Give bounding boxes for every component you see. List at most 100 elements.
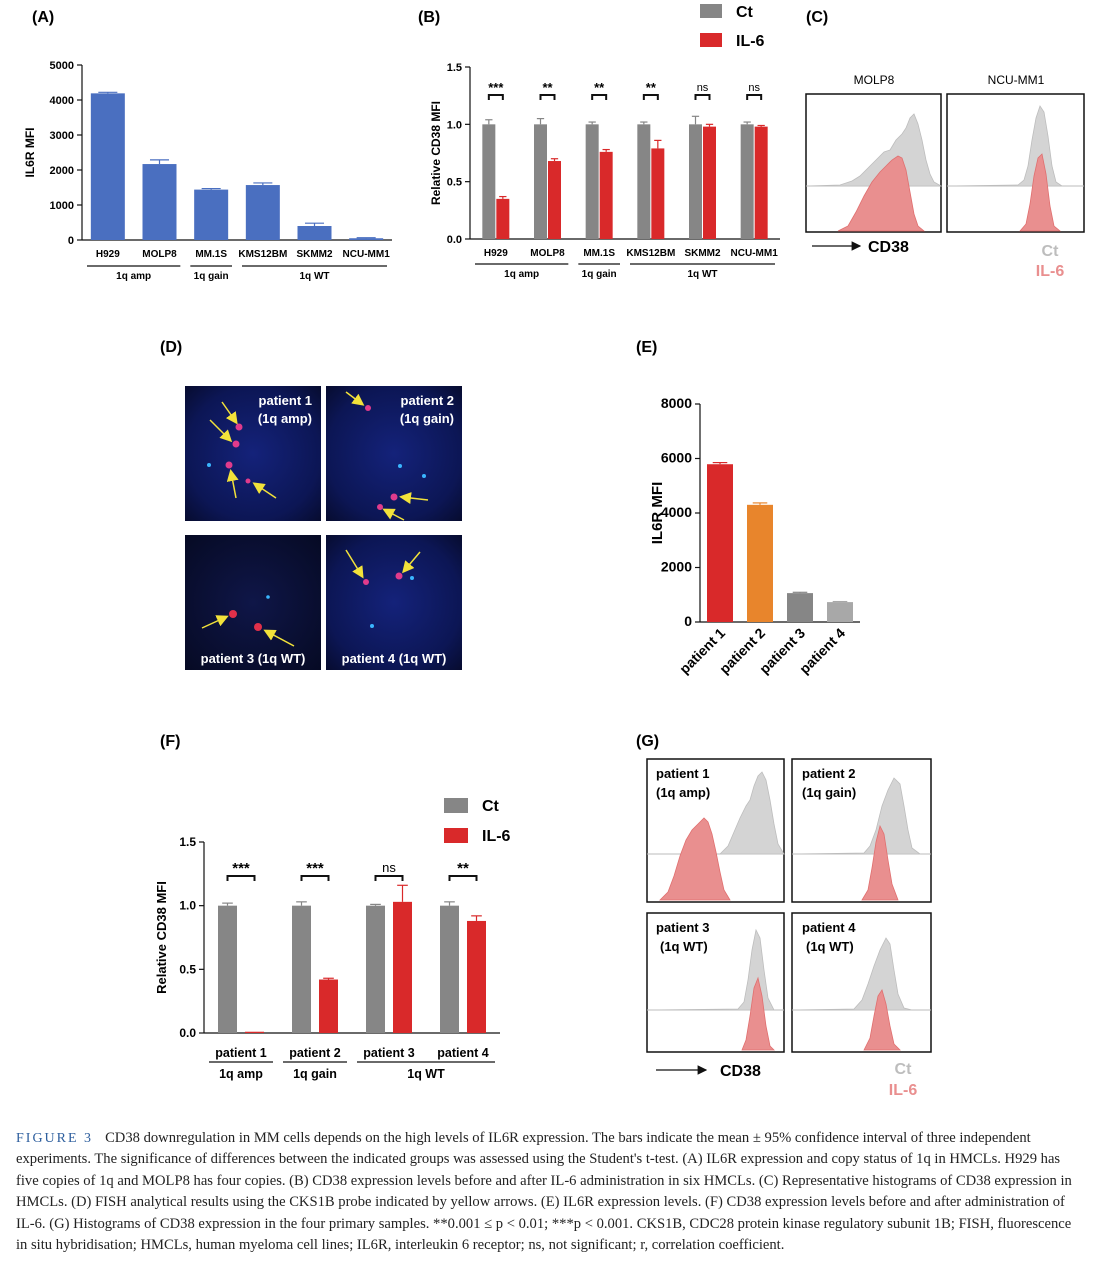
panel-d-fish: patient 1 (1q amp) patient 2 (1q gain) p… — [185, 386, 462, 670]
y-tick-label: 1.0 — [179, 899, 196, 913]
hist-g-p3-label-2: (1q WT) — [660, 939, 708, 954]
hist-c-legend-il6: IL-6 — [1036, 263, 1065, 280]
y-tick-label: 1000 — [50, 200, 74, 212]
fish-2-arrow — [382, 508, 405, 521]
significance-label: ns — [382, 860, 396, 875]
y-tick-label: 6000 — [661, 450, 692, 466]
panel-label-f: (F) — [160, 733, 180, 750]
bar — [319, 979, 338, 1033]
fish-4-spot — [410, 576, 414, 580]
hist-c-ncu-ct-curve — [946, 105, 1064, 187]
panel-label-g: (G) — [636, 733, 659, 750]
bar — [482, 124, 496, 239]
bar — [297, 226, 332, 240]
legend-b-il6-swatch — [700, 33, 722, 47]
panel-label-c: (C) — [806, 9, 828, 26]
hist-g-axis-label: CD38 — [720, 1063, 761, 1080]
hist-g-p2-label-1: patient 2 — [802, 766, 855, 781]
y-tick-label: 1.5 — [447, 62, 462, 74]
hist-g-p1-ct-curve — [719, 771, 785, 855]
fish-image-4 — [326, 535, 462, 670]
fish-2-label-line2: (1q gain) — [400, 411, 454, 426]
hist-g-p2-il6-curve — [861, 824, 899, 901]
significance-bracket — [539, 94, 556, 100]
hist-c-ncu-mm1 — [946, 93, 1085, 233]
hist-g-p2-ct-curve — [791, 777, 922, 855]
fish-4-arrow — [402, 551, 421, 574]
fish-1-arrow — [252, 482, 277, 499]
hist-g-p1-label-1: patient 1 — [656, 766, 709, 781]
legend-b-ct-swatch — [700, 4, 722, 18]
fish-2-label-line1: patient 2 — [401, 393, 454, 408]
hist-c-title-ncu-mm1: NCU-MM1 — [988, 73, 1045, 87]
x-tick-label: SKMM2 — [296, 249, 333, 260]
legend-f-il6-label: IL-6 — [482, 828, 511, 845]
x-tick-label: KMS12BM — [238, 249, 287, 260]
bar — [740, 124, 754, 239]
figure-caption: FIGURE 3 CD38 downregulation in MM cells … — [16, 1128, 1080, 1256]
significance-bracket — [746, 94, 763, 100]
x-tick-label: NCU-MM1 — [343, 249, 391, 260]
bar — [393, 901, 412, 1033]
hist-c-ncu-il6-curve — [1019, 153, 1062, 232]
fish-2-spot — [390, 493, 398, 501]
fish-4-label: patient 4 (1q WT) — [342, 651, 447, 666]
bar — [585, 124, 599, 239]
legend-b: Ct IL-6 — [700, 4, 765, 50]
fish-4-spot — [395, 572, 403, 580]
y-axis-label: IL6R MFI — [649, 482, 666, 545]
x-tick-label: MOLP8 — [142, 249, 177, 260]
fish-2-spot — [422, 474, 426, 478]
hist-g-p1-label-2: (1q amp) — [656, 785, 710, 800]
fish-4-spot — [370, 624, 374, 628]
x-tick-label: H929 — [96, 249, 120, 260]
fish-1-signals: patient 1 (1q amp) — [207, 393, 312, 499]
fish-2-spot — [365, 405, 371, 411]
bar — [142, 164, 177, 240]
bar — [707, 464, 733, 622]
bar — [548, 161, 561, 239]
fish-1-arrow — [209, 419, 233, 443]
panel-label-e: (E) — [636, 339, 657, 356]
group-label: 1q WT — [407, 1067, 445, 1081]
caption-text: CD38 downregulation in MM cells depends … — [16, 1130, 1072, 1254]
y-tick-label: 2000 — [661, 559, 692, 575]
fish-1-arrow — [226, 469, 239, 499]
y-tick-label: 0.5 — [179, 962, 196, 976]
y-axis-label: IL6R MFI — [23, 128, 37, 178]
bar — [90, 93, 125, 240]
bar — [827, 602, 853, 622]
x-tick-label: patient 4 — [437, 1046, 488, 1060]
hist-g-legend-ct: Ct — [895, 1061, 913, 1078]
legend-f-ct-label: Ct — [482, 798, 500, 815]
hist-g-p3-il6-curve — [741, 976, 775, 1051]
bar — [292, 905, 311, 1033]
y-tick-label: 2000 — [50, 165, 74, 177]
y-tick-label: 8000 — [661, 395, 692, 411]
legend-f-il6-swatch — [444, 828, 468, 843]
y-tick-label: 0 — [68, 235, 74, 247]
legend-f: Ct IL-6 — [444, 798, 511, 845]
fish-1-label-line1: patient 1 — [259, 393, 312, 408]
fish-1-spot — [245, 478, 251, 484]
x-tick-label: patient 1 — [215, 1046, 266, 1060]
bar — [651, 148, 665, 239]
hist-g-p4-label-1: patient 4 — [802, 920, 856, 935]
chart-a-il6r-mfi: 0 1000 2000 3000 4000 5000 IL6R MFI H929 MOLP8 MM… — [23, 60, 392, 282]
x-tick-label: patient 3 — [363, 1046, 414, 1060]
fish-3-label: patient 3 (1q WT) — [201, 651, 306, 666]
hist-c-molp8 — [805, 93, 943, 233]
x-tick-label: H929 — [484, 248, 508, 259]
bar — [366, 905, 385, 1033]
fish-2-arrow — [345, 391, 365, 406]
significance-label: ** — [542, 80, 553, 95]
fish-3-arrow — [263, 629, 295, 647]
fish-1-arrow — [221, 401, 238, 425]
fish-3-spot — [254, 623, 262, 631]
group-label: 1q gain — [293, 1067, 337, 1081]
significance-bracket — [226, 875, 256, 881]
chart-f-relative-cd38: 0.0 0.5 1.0 1.5 Relative CD38 MFI patient 1 pa… — [154, 835, 500, 1081]
panel-c-histograms: MOLP8 NCU-MM1 CD38 Ct IL-6 — [805, 73, 1085, 280]
x-tick-label: MM.1S — [583, 248, 615, 259]
bar — [349, 238, 384, 240]
